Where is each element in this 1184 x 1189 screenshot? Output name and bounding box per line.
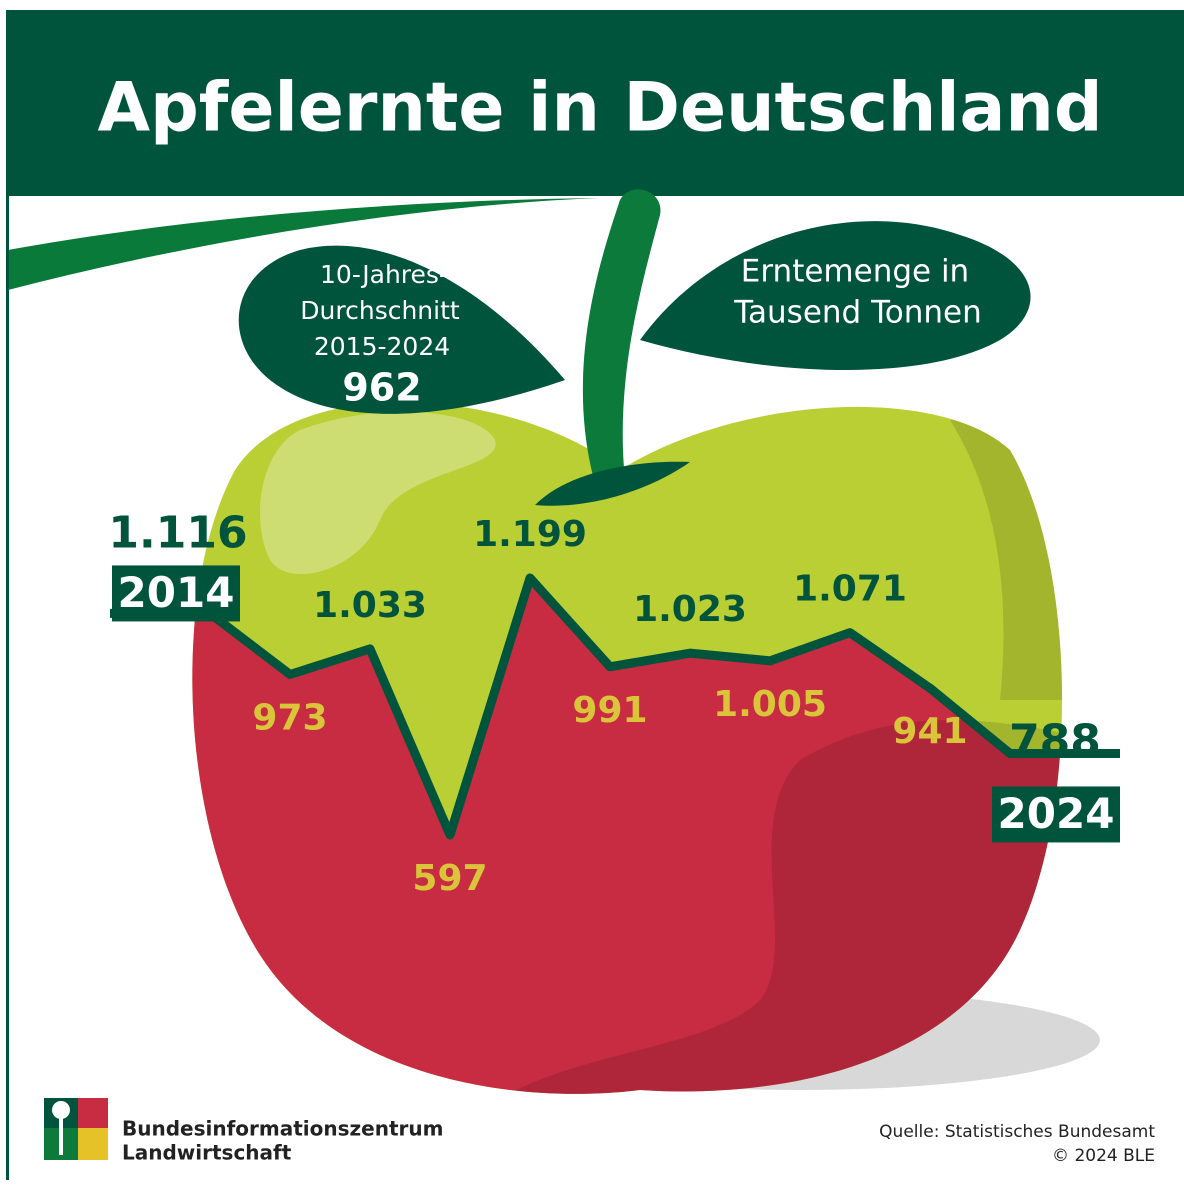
year-box (992, 786, 1120, 843)
data-point (848, 630, 852, 635)
data-point (288, 672, 292, 677)
header-band (8, 10, 1184, 196)
data-point (928, 686, 932, 691)
source: © 2024 BLE (1052, 1146, 1155, 1166)
stem-leaf (535, 461, 690, 506)
unit-label: Tausend Tonnen (733, 295, 982, 331)
apple-highlight (260, 411, 496, 575)
left-border (6, 10, 9, 1180)
right-leaf (640, 221, 1031, 370)
header-swoosh-green (8, 198, 600, 290)
stem (582, 189, 661, 501)
logo-tree (52, 1101, 70, 1119)
x-tick-label: 2014 (118, 568, 235, 617)
chart-title: Apfelernte in Deutschland (97, 69, 1102, 148)
left-leaf (238, 245, 565, 414)
data-point (608, 664, 612, 669)
publisher: Landwirtschaft (122, 1141, 292, 1165)
value-label: 1.033 (313, 585, 427, 626)
logo-trunk (59, 1115, 63, 1155)
source: Quelle: Statistisches Bundesamt (879, 1122, 1155, 1142)
logo (44, 1098, 108, 1160)
publisher: Bundesinformationszentrum (122, 1117, 443, 1141)
apple-lower (192, 578, 1063, 1094)
value-label: 1.023 (633, 589, 747, 630)
value-label: 788 (1009, 715, 1101, 766)
logo-tile (78, 1128, 108, 1160)
logo-tile (78, 1098, 108, 1128)
unit-label: Erntemenge in (741, 254, 969, 290)
value-label: 1.005 (713, 684, 827, 725)
data-point (768, 658, 772, 663)
average-value: 962 (342, 366, 421, 410)
year-box (112, 565, 240, 622)
average-label: 10-Jahres- (320, 260, 448, 289)
value-label: 941 (892, 711, 967, 752)
apple-shade (950, 420, 1063, 700)
data-point (448, 833, 452, 837)
value-label: 1.071 (793, 569, 907, 610)
value-label: 991 (572, 690, 647, 731)
average-label: Durchschnitt (300, 296, 460, 325)
data-point (1008, 751, 1012, 756)
value-label: 1.199 (473, 514, 587, 555)
average-label: 2015-2024 (314, 332, 450, 361)
data-point (368, 646, 372, 651)
x-tick-label: 2024 (998, 789, 1115, 838)
value-label: 973 (252, 697, 327, 738)
data-point (688, 651, 692, 656)
data-point (528, 576, 532, 580)
value-label: 1.116 (108, 507, 247, 558)
value-label: 597 (412, 858, 487, 899)
